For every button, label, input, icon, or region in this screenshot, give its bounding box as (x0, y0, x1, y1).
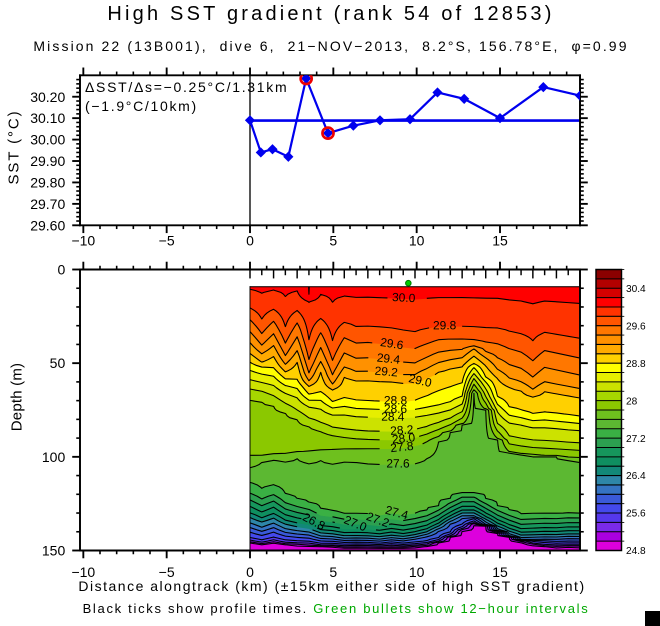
svg-text:29.6: 29.6 (379, 335, 404, 352)
svg-text:10: 10 (409, 564, 425, 580)
svg-text:28.8: 28.8 (626, 359, 646, 370)
svg-text:29.80: 29.80 (30, 175, 65, 191)
svg-text:29.90: 29.90 (30, 153, 65, 169)
svg-text:100: 100 (42, 449, 66, 465)
svg-text:27.6: 27.6 (386, 456, 410, 470)
svg-text:29.0: 29.0 (407, 371, 433, 390)
svg-text:25.6: 25.6 (626, 509, 646, 520)
svg-text:28.8: 28.8 (384, 393, 408, 407)
svg-text:29.4: 29.4 (376, 350, 401, 366)
svg-text:29.2: 29.2 (374, 364, 399, 380)
svg-text:30.20: 30.20 (30, 89, 65, 105)
svg-text:30.00: 30.00 (30, 132, 65, 148)
svg-text:0: 0 (246, 232, 254, 248)
svg-text:28: 28 (626, 396, 638, 407)
svg-text:27.8: 27.8 (390, 439, 415, 455)
svg-text:27.2: 27.2 (626, 434, 646, 445)
svg-text:29.8: 29.8 (433, 318, 457, 332)
svg-text:30.4: 30.4 (626, 284, 646, 295)
svg-text:15: 15 (492, 564, 508, 580)
svg-text:−5: −5 (159, 564, 175, 580)
svg-text:27.4: 27.4 (384, 503, 410, 523)
svg-text:30.0: 30.0 (392, 290, 416, 305)
svg-text:27.2: 27.2 (365, 509, 392, 530)
svg-text:24.8: 24.8 (626, 546, 646, 557)
svg-text:5: 5 (329, 232, 337, 248)
svg-text:30.10: 30.10 (30, 110, 65, 126)
svg-text:29.70: 29.70 (30, 196, 65, 212)
svg-text:−10: −10 (71, 564, 95, 580)
svg-text:−5: −5 (159, 232, 175, 248)
svg-text:15: 15 (492, 232, 508, 248)
svg-text:26.4: 26.4 (626, 471, 646, 482)
svg-text:29.60: 29.60 (30, 217, 65, 233)
svg-text:0: 0 (57, 262, 65, 278)
svg-text:150: 150 (42, 543, 66, 559)
svg-text:28.4: 28.4 (381, 410, 405, 424)
svg-text:28.6: 28.6 (384, 402, 408, 416)
svg-text:28.0: 28.0 (391, 430, 416, 446)
svg-text:5: 5 (329, 564, 337, 580)
svg-text:29.6: 29.6 (626, 321, 646, 332)
svg-text:50: 50 (50, 355, 66, 371)
svg-text:10: 10 (409, 232, 425, 248)
svg-text:−10: −10 (71, 232, 95, 248)
svg-text:0: 0 (246, 564, 254, 580)
svg-text:28.2: 28.2 (390, 422, 415, 438)
